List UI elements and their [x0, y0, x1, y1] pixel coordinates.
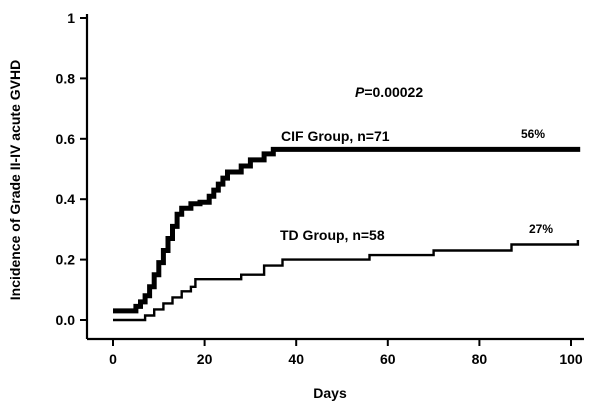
series-layer [113, 146, 581, 322]
y-tick-label: 0.4 [56, 191, 76, 207]
p-value-annotation: P=0.00022 [355, 84, 423, 100]
cif-group-label: CIF Group, n=71 [281, 128, 390, 144]
td-group-label: TD Group, n=58 [280, 227, 385, 243]
y-tick-label: 0.6 [56, 131, 76, 147]
x-tick-label: 40 [288, 351, 304, 367]
x-tick-label: 0 [109, 351, 117, 367]
axes [85, 14, 584, 341]
p-value-number: =0.00022 [364, 84, 423, 100]
y-tick-label: 0.0 [56, 312, 76, 328]
cif-group-curve [113, 146, 581, 314]
x-axis-title: Days [313, 385, 347, 401]
td-group-curve [113, 240, 580, 322]
x-tick-label: 80 [472, 351, 488, 367]
td-percent-label: 27% [529, 222, 553, 236]
y-tick-label: 0.2 [56, 252, 76, 268]
x-ticks: 0 20 40 60 80 100 [109, 339, 583, 367]
y-tick-label: 1 [67, 10, 75, 26]
x-tick-label: 60 [380, 351, 396, 367]
y-tick-label: 0.8 [56, 70, 76, 86]
y-axis-title: Incidence of Grade II-IV acute GVHD [7, 60, 23, 300]
y-ticks: 0.0 0.2 0.4 0.6 0.8 1 [56, 10, 87, 328]
x-tick-label: 20 [197, 351, 213, 367]
cif-percent-label: 56% [521, 127, 545, 141]
x-tick-label: 100 [559, 351, 583, 367]
p-value-symbol: P [355, 84, 365, 100]
